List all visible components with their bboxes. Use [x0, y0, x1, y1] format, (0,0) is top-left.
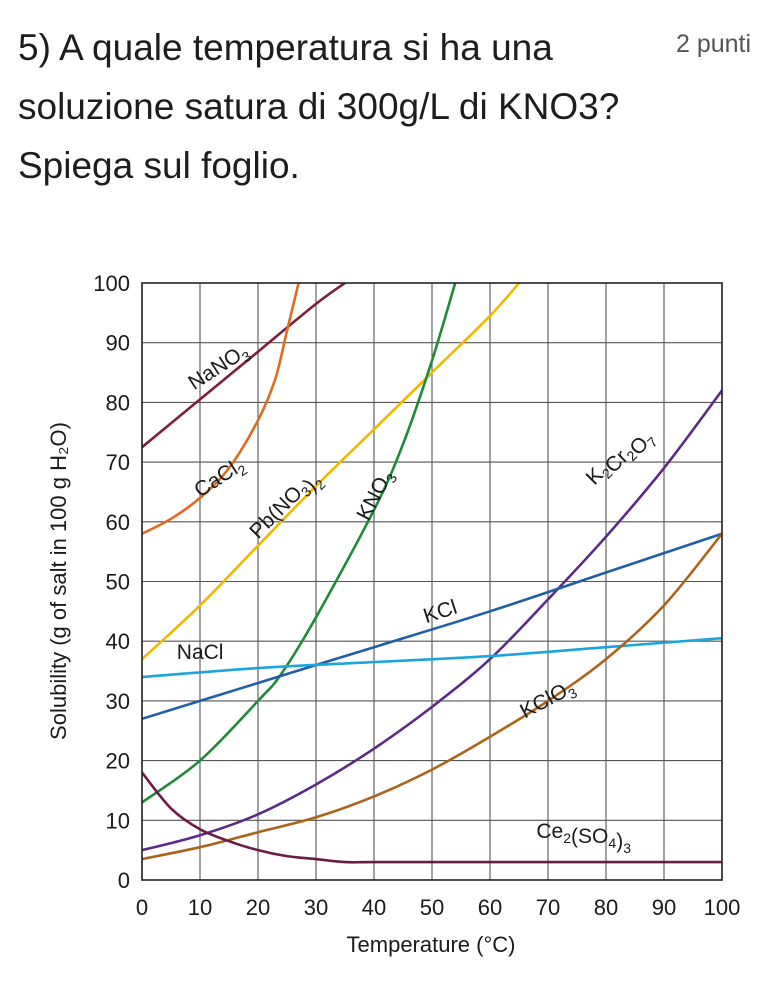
plot-frame: [141, 282, 723, 881]
series-label-8: Ce2(SO4)3: [536, 820, 631, 856]
series-line-6: [142, 636, 722, 679]
series-line-3: [142, 283, 457, 804]
series-label-1: CaCl2: [190, 453, 250, 505]
series-line-2: [142, 283, 521, 661]
series-label-3: KNO3: [352, 466, 400, 525]
y-tick-label-6: 60: [106, 510, 130, 535]
chart-axes: 0 10 20 30 40 50 60 70 80 90 100 0 10 20 30 40 50 60 70 80 9…: [93, 271, 740, 920]
x-tick-label-8: 80: [594, 895, 618, 920]
x-tick-label-5: 50: [420, 895, 444, 920]
y-tick-label-7: 70: [106, 450, 130, 475]
y-tick-label-9: 90: [106, 331, 130, 356]
series-label-6: NaCl: [177, 641, 224, 664]
series-line-8: [142, 771, 722, 864]
points-label: 2 punti: [676, 30, 752, 58]
question-text: 5) A quale temperatura si ha una soluzio…: [18, 27, 620, 186]
y-tick-label-0: 0: [118, 868, 130, 893]
x-tick-label-1: 10: [188, 895, 212, 920]
x-tick-label-4: 40: [362, 895, 386, 920]
x-tick-label-9: 90: [652, 895, 676, 920]
x-tick-label-6: 60: [478, 895, 502, 920]
series-line-4: [142, 389, 722, 852]
y-tick-label-1: 10: [106, 808, 130, 833]
y-tick-label-3: 30: [106, 689, 130, 714]
y-tick-label-8: 80: [106, 390, 130, 415]
x-tick-label-7: 70: [536, 895, 560, 920]
y-tick-label-5: 50: [106, 570, 130, 595]
y-tick-label-10: 100: [93, 271, 130, 296]
y-axis-label: Solubility (g of salt in 100 g H₂O): [46, 422, 71, 740]
x-tick-label-0: 0: [136, 895, 148, 920]
x-tick-label-10: 100: [704, 895, 741, 920]
series-label-0: NaNO3: [184, 339, 254, 397]
series-line-5: [142, 532, 722, 721]
chart-curves: [142, 283, 722, 864]
x-axis-label: Temperature (°C): [347, 932, 516, 957]
y-tick-label-2: 20: [106, 749, 130, 774]
x-tick-label-3: 30: [304, 895, 328, 920]
series-line-1: [142, 283, 300, 535]
y-tick-label-4: 40: [106, 629, 130, 654]
x-tick-label-2: 20: [246, 895, 270, 920]
series-line-0: [142, 283, 347, 449]
series-line-7: [142, 532, 722, 861]
